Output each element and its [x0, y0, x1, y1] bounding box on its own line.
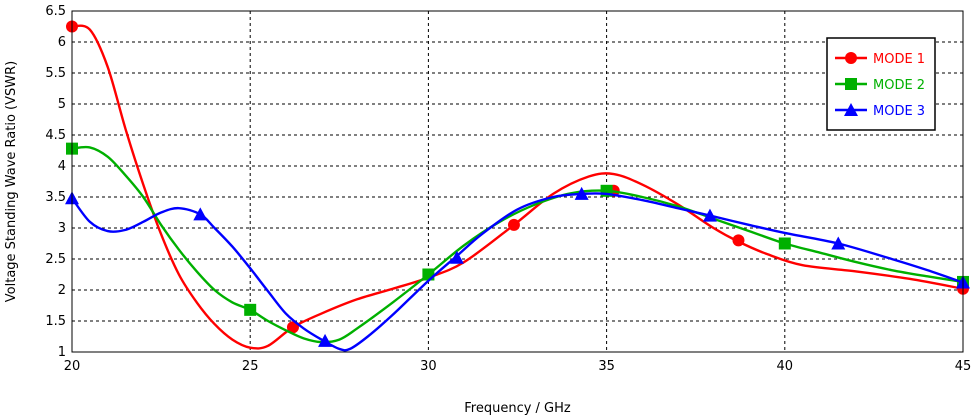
- y-tick-label: 2: [58, 283, 66, 298]
- series-3-point: [318, 333, 333, 347]
- y-tick-label: 2.5: [45, 252, 66, 267]
- y-tick-label: 1: [58, 345, 66, 360]
- legend-marker: [844, 103, 858, 116]
- legend-label: MODE 1: [873, 52, 925, 67]
- legend-marker: [845, 52, 857, 64]
- series-2-point: [244, 303, 257, 316]
- y-tick-label: 3: [58, 221, 66, 236]
- x-tick-label: 30: [420, 359, 437, 374]
- y-tick-label: 5: [58, 97, 66, 112]
- legend-label: MODE 3: [873, 104, 925, 119]
- series-1-point: [286, 321, 299, 334]
- series-2-line: [71, 145, 964, 344]
- series-3-point: [449, 250, 464, 264]
- y-tick-label: 4: [58, 159, 66, 174]
- legend-entry: MODE 2: [835, 78, 925, 93]
- y-axis-label: Voltage Standing Wave Ratio (VSWR): [4, 61, 19, 302]
- x-axis-label: Frequency / GHz: [464, 401, 571, 416]
- series-3-point: [574, 186, 589, 200]
- series-3-point: [193, 207, 208, 221]
- y-tick-label: 6.5: [45, 4, 66, 19]
- y-tick-label: 6: [58, 35, 66, 50]
- series-3-point: [702, 208, 717, 222]
- legend-marker: [845, 78, 857, 90]
- x-tick-label: 20: [64, 359, 81, 374]
- series-1-point: [507, 218, 520, 231]
- legend-entry: MODE 3: [835, 103, 925, 119]
- series-2-point: [422, 268, 435, 281]
- tick-labels: 1 1.5 2 2.5 3 3.5 4 4.5 5 5.5 6 6.5 20 25 30 35 40 45: [45, 4, 971, 374]
- plot-frame: [71, 10, 964, 353]
- x-tick-label: 45: [955, 359, 972, 374]
- legend-label: MODE 2: [873, 78, 925, 93]
- x-tick-label: 40: [777, 359, 794, 374]
- y-tick-label: 4.5: [45, 128, 66, 143]
- series-2-point: [778, 237, 791, 250]
- y-tick-label: 1.5: [45, 314, 66, 329]
- legend: MODE 1 MODE 2 MODE 3: [826, 37, 936, 131]
- y-tick-label: 3.5: [45, 190, 66, 205]
- x-tick-label: 35: [598, 359, 615, 374]
- x-tick-label: 25: [242, 359, 259, 374]
- series-3-point: [831, 236, 846, 250]
- series-1-point: [732, 234, 745, 247]
- series-3-line: [71, 192, 964, 352]
- y-tick-label: 5.5: [45, 66, 66, 81]
- legend-entry: MODE 1: [835, 52, 925, 67]
